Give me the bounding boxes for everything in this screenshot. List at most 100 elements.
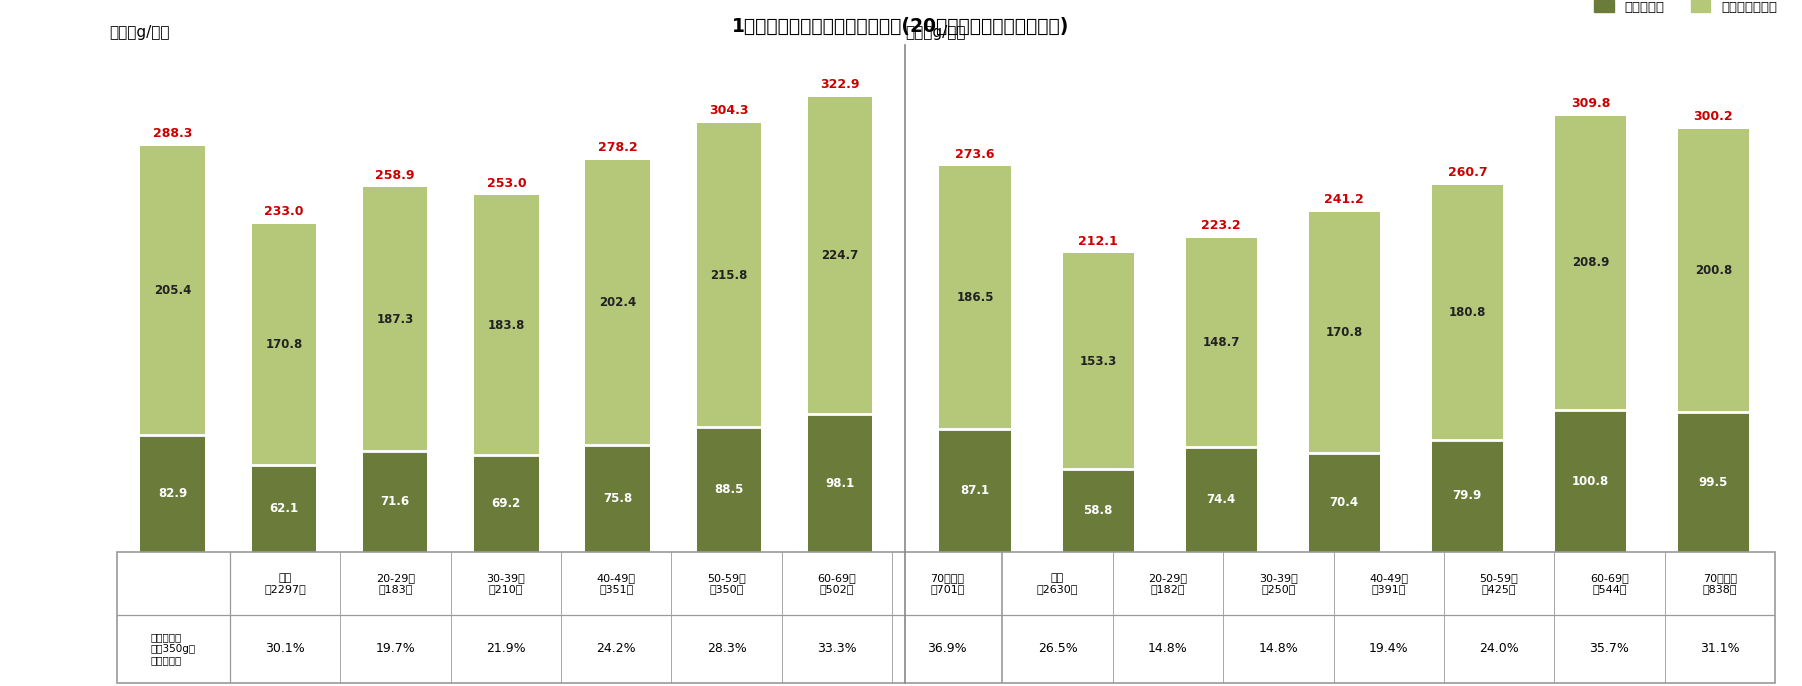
Text: 14.8%: 14.8% bbox=[1148, 642, 1188, 655]
Text: 309.8: 309.8 bbox=[1571, 97, 1609, 110]
Text: 36.9%: 36.9% bbox=[928, 642, 968, 655]
Text: 215.8: 215.8 bbox=[710, 269, 748, 282]
Bar bbox=[252, 224, 315, 464]
Text: 24.0%: 24.0% bbox=[1479, 642, 1519, 655]
Text: 300.2: 300.2 bbox=[1694, 110, 1734, 123]
Bar bbox=[939, 429, 1011, 552]
Text: 60-69歳
（502）: 60-69歳 （502） bbox=[818, 573, 856, 594]
Text: 148.7: 148.7 bbox=[1202, 336, 1240, 349]
Text: 75.8: 75.8 bbox=[604, 493, 633, 506]
Text: 304.3: 304.3 bbox=[708, 104, 748, 117]
Bar bbox=[807, 97, 872, 414]
Text: 253.0: 253.0 bbox=[487, 177, 526, 190]
Text: 79.9: 79.9 bbox=[1452, 489, 1481, 502]
Bar bbox=[141, 436, 205, 552]
Text: 70歳以上
（701）: 70歳以上 （701） bbox=[930, 573, 964, 594]
Bar bbox=[1555, 115, 1625, 410]
Bar bbox=[1555, 410, 1625, 552]
Text: 74.4: 74.4 bbox=[1207, 493, 1236, 506]
Bar bbox=[474, 196, 539, 455]
Text: 26.5%: 26.5% bbox=[1038, 642, 1078, 655]
Bar bbox=[1063, 469, 1133, 552]
Text: 260.7: 260.7 bbox=[1447, 166, 1487, 179]
Text: 180.8: 180.8 bbox=[1449, 305, 1487, 318]
Text: 30.1%: 30.1% bbox=[265, 642, 305, 655]
Text: 87.1: 87.1 bbox=[960, 484, 989, 497]
Text: 69.2: 69.2 bbox=[492, 497, 521, 510]
Text: 233.0: 233.0 bbox=[265, 205, 305, 218]
Text: 99.5: 99.5 bbox=[1699, 475, 1728, 488]
Bar bbox=[362, 187, 427, 451]
Text: 212.1: 212.1 bbox=[1078, 235, 1117, 248]
Text: 28.3%: 28.3% bbox=[706, 642, 746, 655]
Text: 19.4%: 19.4% bbox=[1370, 642, 1409, 655]
Text: 82.9: 82.9 bbox=[159, 487, 187, 500]
Text: 50-59歳
（425）: 50-59歳 （425） bbox=[1479, 573, 1519, 594]
Bar bbox=[141, 145, 205, 436]
Text: 60-69歳
（544）: 60-69歳 （544） bbox=[1589, 573, 1629, 594]
Bar bbox=[1431, 185, 1503, 440]
Text: 70.4: 70.4 bbox=[1330, 496, 1359, 509]
Text: 野菜の摂取
量が350gの
　者の割合: 野菜の摂取 量が350gの 者の割合 bbox=[151, 632, 196, 665]
Bar bbox=[1063, 253, 1133, 469]
Text: 21.9%: 21.9% bbox=[487, 642, 526, 655]
Text: 223.2: 223.2 bbox=[1202, 219, 1242, 232]
Text: 24.2%: 24.2% bbox=[596, 642, 636, 655]
Legend: 緑黄色野菜, その他の野菜類: 緑黄色野菜, その他の野菜類 bbox=[1595, 1, 1777, 14]
Text: 40-49歳
（351）: 40-49歳 （351） bbox=[596, 573, 636, 594]
Text: 88.5: 88.5 bbox=[714, 484, 744, 497]
Text: 35.7%: 35.7% bbox=[1589, 642, 1629, 655]
Bar bbox=[697, 123, 760, 427]
Bar bbox=[474, 455, 539, 552]
Text: 205.4: 205.4 bbox=[153, 284, 191, 297]
Text: 30-39歳
（250）: 30-39歳 （250） bbox=[1260, 573, 1297, 594]
Text: 1日あたりの野菜摂取量の平均値(20歳以上　性・年齢階級別): 1日あたりの野菜摂取量の平均値(20歳以上 性・年齢階級別) bbox=[732, 17, 1070, 36]
Text: 322.9: 322.9 bbox=[820, 78, 860, 91]
Text: 20-29歳
（182）: 20-29歳 （182） bbox=[1148, 573, 1188, 594]
Text: 258.9: 258.9 bbox=[375, 169, 414, 182]
Bar bbox=[1678, 412, 1750, 552]
Bar bbox=[586, 445, 651, 552]
Text: 31.1%: 31.1% bbox=[1699, 642, 1739, 655]
Text: 170.8: 170.8 bbox=[265, 338, 303, 351]
Text: 男性（g/日）: 男性（g/日） bbox=[110, 25, 169, 40]
Text: 総数
（2297）: 総数 （2297） bbox=[265, 573, 306, 594]
Text: 19.7%: 19.7% bbox=[375, 642, 414, 655]
Text: 186.5: 186.5 bbox=[957, 292, 995, 305]
Bar bbox=[1186, 237, 1258, 447]
Text: 58.8: 58.8 bbox=[1083, 504, 1114, 517]
Text: 187.3: 187.3 bbox=[377, 313, 414, 326]
Text: 100.8: 100.8 bbox=[1571, 475, 1609, 488]
Text: 33.3%: 33.3% bbox=[816, 642, 856, 655]
Bar bbox=[807, 414, 872, 552]
Bar bbox=[697, 427, 760, 552]
Text: 50-59歳
（350）: 50-59歳 （350） bbox=[706, 573, 746, 594]
Bar bbox=[1308, 453, 1380, 552]
Text: 200.8: 200.8 bbox=[1696, 264, 1732, 277]
Text: 14.8%: 14.8% bbox=[1258, 642, 1297, 655]
Text: 241.2: 241.2 bbox=[1324, 193, 1364, 206]
Text: 62.1: 62.1 bbox=[268, 502, 299, 515]
Text: 224.7: 224.7 bbox=[822, 249, 858, 262]
Bar bbox=[1678, 129, 1750, 412]
Text: 170.8: 170.8 bbox=[1326, 326, 1362, 339]
Text: 278.2: 278.2 bbox=[598, 141, 638, 154]
Text: 153.3: 153.3 bbox=[1079, 355, 1117, 368]
Bar bbox=[252, 464, 315, 552]
Text: 288.3: 288.3 bbox=[153, 127, 193, 140]
Text: 71.6: 71.6 bbox=[380, 495, 409, 508]
Bar bbox=[1308, 212, 1380, 453]
Bar bbox=[586, 160, 651, 445]
Text: 202.4: 202.4 bbox=[598, 296, 636, 309]
Text: 273.6: 273.6 bbox=[955, 147, 995, 161]
Bar bbox=[1186, 447, 1258, 552]
Bar bbox=[939, 167, 1011, 429]
Text: 総数
（2630）: 総数 （2630） bbox=[1036, 573, 1078, 594]
Text: 98.1: 98.1 bbox=[825, 477, 854, 490]
Bar bbox=[362, 451, 427, 552]
Text: 208.9: 208.9 bbox=[1571, 257, 1609, 270]
Text: 30-39歳
（210）: 30-39歳 （210） bbox=[487, 573, 524, 594]
Bar bbox=[1431, 440, 1503, 552]
Text: 20-29歳
（183）: 20-29歳 （183） bbox=[377, 573, 414, 594]
Text: 40-49歳
（391）: 40-49歳 （391） bbox=[1370, 573, 1407, 594]
